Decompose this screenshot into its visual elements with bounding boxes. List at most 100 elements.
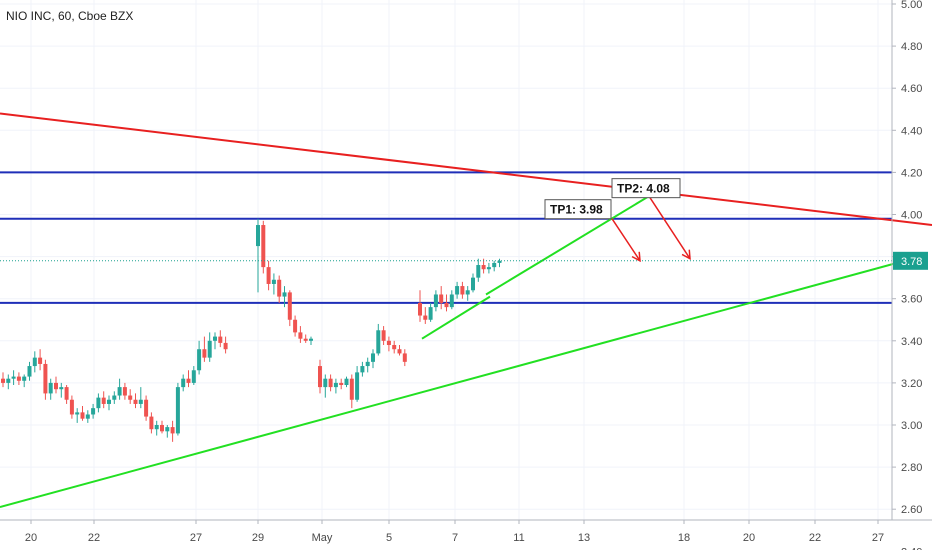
candle-body xyxy=(186,378,191,383)
arrow-shaft xyxy=(649,197,691,260)
x-tick-label: 20 xyxy=(25,532,37,544)
y-tick-label: 4.60 xyxy=(901,83,922,95)
trendline-projection xyxy=(485,194,651,296)
candle-body xyxy=(107,399,111,404)
x-tick-label: 29 xyxy=(252,532,264,544)
candle-body xyxy=(418,302,422,316)
y-tick-label: 2.60 xyxy=(901,504,922,516)
candle-body xyxy=(165,427,170,432)
last-price-tag-box xyxy=(893,251,928,270)
candle-body xyxy=(266,267,271,284)
candle-body xyxy=(85,414,90,419)
candle-body xyxy=(22,376,27,381)
candle-body xyxy=(69,399,74,415)
candle-body xyxy=(112,395,117,400)
tp-label-text: TP1: 3.98 xyxy=(550,203,603,217)
y-tick-label: 4.80 xyxy=(901,41,922,53)
x-tick-label: 7 xyxy=(452,532,458,544)
candle-body xyxy=(149,416,154,430)
candle-body xyxy=(6,378,11,383)
x-tick-label: 27 xyxy=(872,532,884,544)
candle-body xyxy=(497,260,502,263)
x-tick-label: 11 xyxy=(513,532,524,544)
candle-body xyxy=(471,277,475,291)
tp-label-box xyxy=(611,178,681,199)
candle-body xyxy=(96,397,101,409)
candle-body xyxy=(197,349,202,371)
y-tick-label: 5.00 xyxy=(901,0,922,11)
candle-body xyxy=(261,225,266,268)
candle-body xyxy=(349,378,354,400)
candle-body xyxy=(492,262,497,268)
candle-body xyxy=(154,425,159,430)
candle-body xyxy=(423,315,428,320)
candle-body xyxy=(223,342,228,350)
candle-body xyxy=(376,330,381,354)
candle-body xyxy=(287,292,292,320)
candle-body xyxy=(122,387,127,396)
candle-body xyxy=(128,395,133,400)
price-axis[interactable]: 5.004.804.604.404.204.003.803.603.403.20… xyxy=(892,0,922,550)
candle-body xyxy=(38,357,43,364)
candle-body xyxy=(202,349,207,358)
candle-body xyxy=(465,290,470,295)
y-tick-label: 3.40 xyxy=(901,336,922,348)
candle-body xyxy=(32,357,37,367)
candle-body xyxy=(43,363,48,394)
y-tick-label: 4.40 xyxy=(901,125,922,137)
candle-body xyxy=(371,353,375,362)
candle-body xyxy=(117,387,122,396)
arrow-head xyxy=(681,249,691,261)
candle-body xyxy=(344,378,349,386)
candle-body xyxy=(160,425,164,432)
x-tick-label: 22 xyxy=(809,532,821,544)
x-tick-label: 20 xyxy=(743,532,755,544)
candle-body xyxy=(309,338,313,341)
candle-body xyxy=(133,399,138,404)
candle-body xyxy=(175,387,180,434)
candle-body xyxy=(318,366,322,388)
candle-body xyxy=(207,340,212,358)
candle-body xyxy=(191,370,196,383)
time-axis[interactable]: 20 22 27 29 May 5 7 11 13 18 20 22 27 xyxy=(25,520,884,544)
y-tick-label: 4.00 xyxy=(901,210,922,222)
time-axis-background xyxy=(0,521,892,550)
candle-body xyxy=(170,427,175,434)
candle-body xyxy=(455,286,460,295)
candle-body xyxy=(293,319,298,333)
x-tick-label: 13 xyxy=(578,532,590,544)
candle-body xyxy=(64,387,69,400)
y-tick-label: 4.20 xyxy=(901,167,922,179)
candle-body xyxy=(333,382,338,388)
candle-body xyxy=(433,294,438,308)
trendline-resistance xyxy=(0,112,932,227)
candle-body xyxy=(16,376,21,381)
y-tick-label: 3.20 xyxy=(901,378,922,390)
candle-body xyxy=(271,279,276,284)
candle-body xyxy=(80,412,85,419)
chart-title: NIO INC, 60, Cboe BZX xyxy=(6,9,133,23)
candle-body xyxy=(54,382,58,390)
candle-body xyxy=(59,387,64,390)
candle-body xyxy=(181,378,186,388)
candle-body xyxy=(365,361,370,367)
candle-body xyxy=(144,399,149,417)
candle-body xyxy=(277,279,282,297)
candle-body xyxy=(1,378,5,383)
candle-body xyxy=(328,378,333,388)
last-price-tag-label: 3.78 xyxy=(901,256,922,268)
grid xyxy=(0,0,892,520)
candle-body xyxy=(402,353,407,362)
candle-body xyxy=(392,345,397,350)
candle-body xyxy=(303,338,308,341)
candle-body xyxy=(460,286,465,295)
candle-body xyxy=(91,408,96,415)
candle-body xyxy=(381,330,386,341)
candle-body xyxy=(360,366,365,373)
candle-body xyxy=(213,336,217,341)
candle-body xyxy=(282,292,287,297)
annotations: TP1: 3.98 TP2: 4.08 xyxy=(544,178,681,220)
y-tick-label: 2.40 xyxy=(901,546,922,550)
